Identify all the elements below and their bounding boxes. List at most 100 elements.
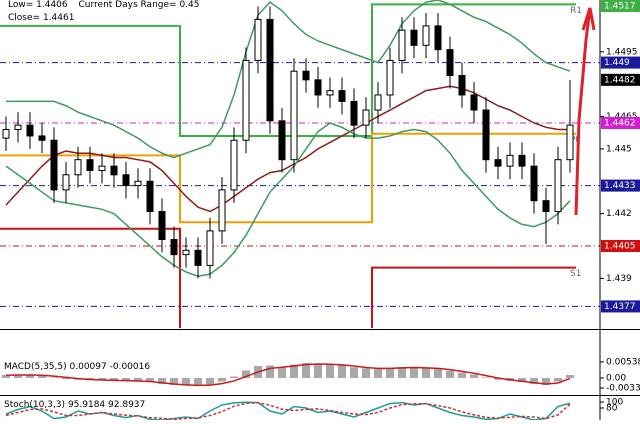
level-value: 1.4405: [604, 242, 636, 252]
histogram-bar: [122, 377, 130, 381]
pivot-line: [0, 3, 576, 137]
info-range-label: Current Days Range=: [79, 0, 177, 10]
candle-body: [422, 25, 430, 46]
candle-body: [74, 159, 82, 176]
candle-body: [542, 200, 550, 212]
level-label: 1.4433: [601, 179, 640, 192]
candle-body: [194, 249, 202, 266]
info-close: 1.4461: [43, 13, 75, 23]
candle-body: [566, 124, 574, 161]
stoch-panel: [5, 401, 571, 420]
level-value: 1.449: [604, 58, 630, 68]
candle-body: [2, 128, 10, 139]
candle-body: [62, 174, 70, 191]
histogram-bar: [2, 374, 10, 378]
info-low-label: Low=: [8, 0, 33, 10]
histogram-bar: [422, 367, 430, 378]
histogram-bar: [554, 377, 562, 382]
candle-body: [122, 174, 130, 187]
price-axis: 1.4391.4421.4451.44651.44951.45171.4491.…: [600, 0, 640, 414]
macd-title: MACD(5,35,5) 0.00097 -0.00016: [4, 362, 150, 372]
candle-body: [398, 29, 406, 61]
histogram-bar: [266, 365, 274, 378]
candle-body: [254, 18, 262, 61]
stoch-title: Stoch(10,3,3) 95.9184 92.8937: [4, 400, 145, 410]
indicator-line: [6, 0, 571, 159]
candle-body: [374, 94, 382, 111]
histogram-bar: [170, 377, 178, 386]
histogram-bar: [470, 374, 478, 378]
histogram-bar: [218, 377, 226, 382]
candle-body: [170, 239, 178, 256]
candle-body: [434, 25, 442, 51]
candle-body: [530, 165, 538, 202]
candle-body: [506, 154, 514, 167]
histogram-bar: [110, 377, 118, 381]
y-tick-label: 100: [606, 398, 623, 408]
macd-panel: [2, 363, 574, 387]
y-tick-label: 0.00: [606, 373, 626, 383]
candle-body: [158, 210, 166, 241]
candle-body: [242, 59, 250, 141]
candle-body: [494, 159, 502, 167]
candle-body: [314, 79, 322, 96]
histogram-bar: [50, 377, 58, 378]
candle-body: [182, 249, 190, 256]
level-box: [601, 56, 640, 69]
histogram-bar: [518, 377, 526, 383]
pivot-line: [0, 132, 576, 224]
histogram-bar: [206, 377, 214, 385]
candle-body: [302, 70, 310, 81]
histogram-bar: [446, 370, 454, 378]
histogram-bar: [38, 375, 46, 378]
stoch-signal-value: 92.8937: [108, 400, 145, 410]
level-box: [601, 117, 640, 129]
info-text: Low= 1.4406 Current Days Range= 0.45: [8, 0, 200, 10]
candle-body: [38, 135, 46, 141]
level-label: 1.4517: [601, 0, 640, 12]
level-label: 1.4482: [601, 73, 640, 86]
level-value: 1.4433: [604, 181, 636, 191]
y-tick-label: 1.442: [606, 209, 632, 219]
histogram-bar: [194, 377, 202, 387]
candle-body: [110, 165, 118, 176]
y-tick-label: 1.445: [606, 144, 632, 154]
stoch-main-value: 95.9184: [68, 400, 105, 410]
candle-body: [518, 154, 526, 167]
histogram-bar: [98, 377, 106, 381]
candle-body: [206, 230, 214, 266]
histogram-bar: [410, 367, 418, 378]
histogram-bar: [398, 367, 406, 378]
histogram-bar: [374, 369, 382, 378]
candle-body: [446, 49, 454, 77]
candle-body: [218, 189, 226, 232]
level-value: 1.4517: [604, 2, 636, 12]
histogram-bar: [494, 377, 502, 380]
candle-body: [458, 75, 466, 96]
pivot-label: S1: [570, 269, 581, 279]
level-value: 1.4482: [604, 75, 636, 85]
candle-body: [278, 120, 286, 161]
level-box: [601, 179, 640, 192]
level-box: [601, 0, 640, 12]
histogram-bar: [26, 375, 34, 378]
indicator-line: [5, 122, 571, 277]
candle-body: [86, 159, 94, 171]
pivot-label: R1: [570, 6, 582, 16]
candle-body: [134, 180, 142, 187]
histogram-bar: [338, 365, 346, 378]
level-value: 1.4377: [604, 302, 636, 312]
histogram-bar: [542, 377, 550, 386]
histogram-bar: [134, 377, 142, 381]
y-tick-label: 1.4495: [606, 47, 638, 57]
info-close-label: Close=: [8, 13, 40, 23]
histogram-bar: [158, 377, 166, 384]
candle-body: [338, 90, 346, 102]
stoch-name: Stoch(10,3,3): [4, 400, 65, 410]
histogram-bar: [14, 374, 22, 378]
candle-body: [470, 94, 478, 111]
candle-body: [26, 124, 34, 137]
macd-name: MACD(5,35,5): [4, 362, 67, 372]
